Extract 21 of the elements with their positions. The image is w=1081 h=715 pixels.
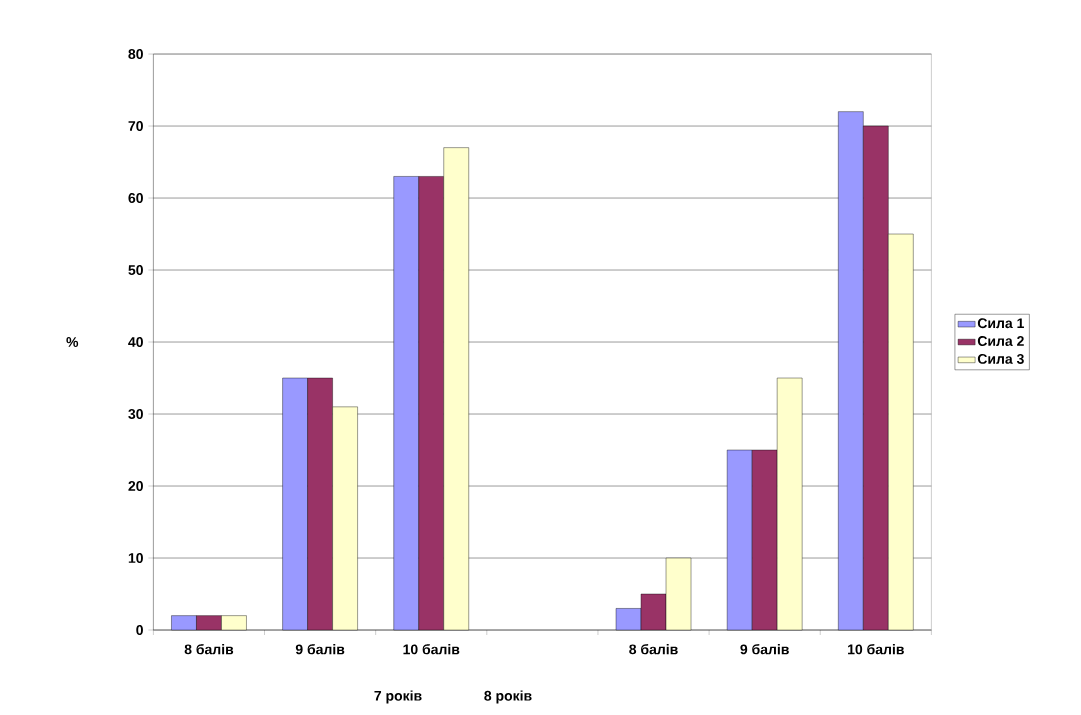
y-tick-label: 60	[128, 193, 143, 203]
y-tick-label: 70	[128, 121, 143, 131]
y-tick-label: 0	[136, 625, 143, 635]
x-tick-label: 10 балів	[403, 643, 460, 655]
y-tick-label: 50	[128, 265, 143, 275]
y-tick-label: 20	[128, 481, 143, 491]
y-tick-label: 80	[128, 49, 143, 59]
legend-label: Сила 1	[977, 318, 1024, 329]
y-tick-label: 40	[128, 337, 143, 347]
legend-label: Сила 3	[977, 353, 1024, 364]
text: 7 років	[374, 690, 422, 704]
x-tick-label: 9 балів	[295, 643, 345, 655]
text: 8 років	[484, 690, 532, 704]
x-tick-label: 8 балів	[629, 643, 678, 655]
y-tick-label: 30	[128, 409, 143, 419]
x-tick-label: 8 балів	[184, 643, 234, 655]
y-axis-title: %	[66, 337, 79, 347]
x-tick-label: 9 балів	[740, 643, 789, 655]
y-tick-label: 10	[128, 553, 143, 563]
x-tick-label: 10 балів	[848, 643, 904, 655]
legend-label: Сила 2	[977, 336, 1024, 347]
